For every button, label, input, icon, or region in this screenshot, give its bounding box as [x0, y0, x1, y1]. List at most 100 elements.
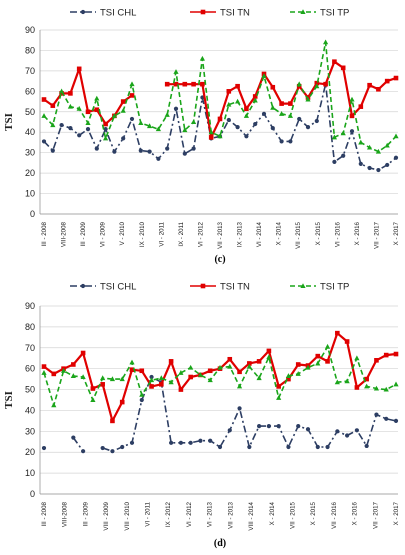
data-point [217, 133, 223, 139]
data-point [227, 363, 233, 369]
y-tick-label: 50 [25, 385, 35, 395]
x-tick-label: X - 2017 [393, 501, 400, 525]
data-point [159, 382, 164, 387]
data-point [139, 368, 145, 374]
data-point [120, 107, 126, 113]
legend-item: TSI TP [290, 8, 349, 19]
data-point [354, 385, 360, 390]
data-point [279, 101, 284, 106]
data-point [358, 161, 363, 167]
data-point [226, 117, 231, 123]
data-point [287, 113, 293, 118]
data-point [285, 373, 292, 378]
data-point [374, 358, 379, 363]
data-point [182, 151, 187, 156]
data-point [393, 155, 399, 160]
data-point [173, 69, 179, 74]
data-point [71, 362, 76, 367]
data-point [367, 165, 372, 171]
x-tick-label: IX - 2011 [178, 221, 185, 246]
data-point [305, 427, 311, 432]
data-point [94, 107, 100, 113]
data-point [300, 283, 306, 288]
chart-panel-c: TSI CHL TSI TN TSI TP 0 10 20 30 40 50 60 70 80 90 TS… [3, 8, 400, 266]
data-point [100, 375, 106, 381]
data-point [138, 148, 143, 153]
data-point [385, 162, 390, 168]
y-axis-label: TSI [3, 391, 15, 409]
data-point [139, 397, 144, 403]
data-point [168, 359, 174, 364]
x-tick-label: VIII-2008 [62, 501, 69, 527]
legend: TSI CHL TSI TN TSI TP [70, 8, 349, 19]
data-point [85, 109, 91, 115]
data-point [178, 370, 184, 375]
data-point [270, 126, 275, 131]
data-point [51, 371, 57, 377]
y-tick-label: 70 [25, 343, 35, 353]
data-point [71, 435, 76, 440]
data-point [139, 391, 145, 397]
x-tick-label: X - 2015 [315, 221, 322, 245]
data-point [257, 424, 262, 429]
data-point [94, 146, 99, 151]
data-point [235, 98, 241, 104]
x-tick-label: X - 2017 [393, 221, 400, 245]
data-point [120, 444, 125, 450]
data-point [77, 133, 82, 138]
data-point [129, 81, 135, 87]
data-point [270, 104, 276, 110]
data-point [237, 369, 242, 375]
x-tick-label: VII - 2013 [217, 221, 224, 248]
x-tick-label: VIII - 2009 [103, 501, 110, 530]
x-tick-label: X - 2014 [276, 221, 283, 245]
data-point [41, 370, 47, 375]
x-tick-label: III - 2008 [41, 501, 48, 526]
data-point [270, 84, 276, 90]
legend-item: TSI TN [190, 8, 250, 19]
data-point [314, 83, 320, 89]
data-point [165, 146, 170, 151]
data-point [279, 139, 284, 144]
data-point [256, 375, 262, 381]
data-point [286, 444, 291, 450]
data-point [94, 95, 100, 101]
data-point [376, 167, 381, 173]
x-tick-label: VI - 2011 [145, 501, 152, 526]
data-point [349, 129, 355, 134]
data-point [80, 9, 86, 15]
data-point [305, 96, 311, 102]
data-point [256, 359, 262, 364]
data-point [384, 142, 390, 148]
data-point [253, 121, 258, 127]
series-line [72, 376, 397, 452]
data-point [200, 283, 206, 289]
data-point [191, 81, 196, 87]
data-point [393, 133, 399, 139]
data-point [345, 433, 350, 438]
data-point [129, 359, 135, 365]
x-tick-label: III - 2009 [82, 501, 89, 526]
data-point [120, 99, 126, 104]
data-point [315, 353, 321, 359]
data-point [247, 361, 252, 366]
data-point [41, 364, 47, 369]
series-line [43, 345, 397, 406]
data-point [100, 382, 105, 387]
data-point [315, 444, 320, 450]
data-point [252, 97, 258, 103]
data-point [50, 103, 56, 108]
x-tick-label: VI - 2014 [256, 221, 263, 247]
data-point [199, 55, 205, 61]
data-point [158, 375, 164, 381]
data-point [169, 440, 174, 445]
data-point [266, 348, 272, 354]
data-point [332, 159, 337, 164]
data-point [243, 113, 249, 118]
data-point [332, 59, 337, 64]
data-point [173, 106, 179, 111]
data-point [354, 428, 359, 433]
data-point [191, 119, 197, 124]
data-point [296, 424, 301, 429]
data-point [129, 440, 135, 445]
